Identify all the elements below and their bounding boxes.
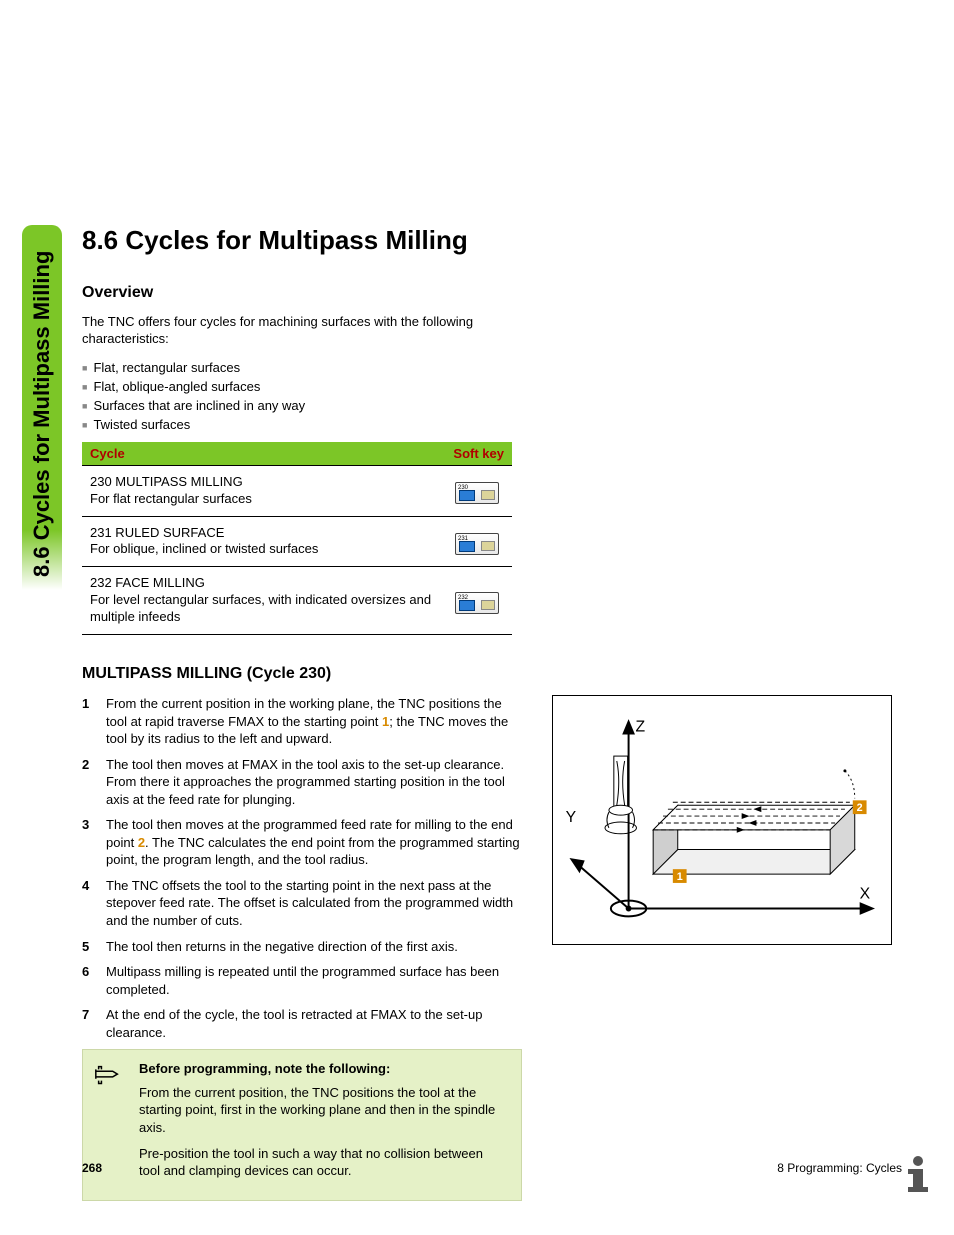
bullet: Flat, rectangular surfaces	[82, 358, 902, 377]
step-text: The TNC offsets the tool to the starting…	[106, 878, 513, 928]
table-row: 232 FACE MILLING For level rectangular s…	[82, 567, 512, 635]
chapter-label: 8 Programming: Cycles	[777, 1161, 902, 1175]
note-title: Before programming, note the following:	[139, 1060, 507, 1078]
content: 8.6 Cycles for Multipass Milling Overvie…	[82, 225, 902, 1201]
axis-y-label: Y	[566, 809, 577, 826]
point-2-marker: 2	[853, 800, 867, 814]
table-row: 231 RULED SURFACE For oblique, inclined …	[82, 516, 512, 567]
cycle-title: 231 RULED SURFACE	[90, 525, 224, 540]
bullet: Twisted surfaces	[82, 415, 902, 434]
cycle230-title: MULTIPASS MILLING (Cycle 230)	[82, 665, 902, 683]
cell-cycle: 232 FACE MILLING For level rectangular s…	[82, 567, 442, 635]
cycle-title: 232 FACE MILLING	[90, 575, 205, 590]
step-text: The tool then moves at FMAX in the tool …	[106, 757, 505, 807]
step-text: The tool then returns in the negative di…	[106, 939, 458, 954]
bullet: Surfaces that are inclined in any way	[82, 396, 902, 415]
page-number: 268	[82, 1161, 102, 1175]
pt1-label: 1	[677, 871, 683, 883]
pt2-label: 2	[857, 802, 863, 814]
note-hand-icon	[93, 1060, 123, 1094]
page: 8.6 Cycles for Multipass Milling 8.6 Cyc…	[0, 0, 954, 1235]
cycle-desc: For oblique, inclined or twisted surface…	[90, 541, 318, 556]
bullet: Flat, oblique-angled surfaces	[82, 377, 902, 396]
softkey-num: 232	[458, 595, 468, 601]
axis-z-label: Z	[635, 719, 645, 736]
left-column: From the current position in the working…	[82, 695, 522, 1201]
overview-bullets: Flat, rectangular surfaces Flat, oblique…	[82, 358, 902, 434]
softkey-icon: 230	[455, 482, 499, 504]
th-cycle: Cycle	[82, 442, 442, 466]
step-text: . The TNC calculates the end point from …	[106, 835, 520, 868]
table-row: 230 MULTIPASS MILLING For flat rectangul…	[82, 465, 512, 516]
approach-arc	[845, 771, 855, 799]
page-title: 8.6 Cycles for Multipass Milling	[82, 225, 902, 256]
cycle-desc: For level rectangular surfaces, with ind…	[90, 592, 431, 624]
step: The TNC offsets the tool to the starting…	[82, 877, 522, 930]
step: The tool then moves at FMAX in the tool …	[82, 756, 522, 809]
diagram: Z Y X	[552, 695, 892, 945]
step-text: Multipass milling is repeated until the …	[106, 964, 499, 997]
softkey-num: 231	[458, 536, 468, 542]
th-softkey: Soft key	[442, 442, 512, 466]
step: From the current position in the working…	[82, 695, 522, 748]
overview-title: Overview	[82, 284, 902, 302]
footer: 268 8 Programming: Cycles	[82, 1161, 902, 1175]
step: Multipass milling is repeated until the …	[82, 963, 522, 998]
steps-list: From the current position in the working…	[82, 695, 522, 1041]
note-p1: From the current position, the TNC posit…	[139, 1084, 507, 1137]
cell-softkey: 231	[442, 516, 512, 567]
right-column: Z Y X	[552, 695, 892, 1201]
note-box: Before programming, note the following: …	[82, 1049, 522, 1200]
cell-softkey: 230	[442, 465, 512, 516]
step: The tool then moves at the programmed fe…	[82, 816, 522, 869]
point-ref: 2	[138, 835, 145, 850]
point-1-marker: 1	[673, 869, 687, 883]
softkey-icon: 232	[455, 592, 499, 614]
tool	[605, 756, 636, 834]
cell-cycle: 231 RULED SURFACE For oblique, inclined …	[82, 516, 442, 567]
two-column: From the current position in the working…	[82, 695, 902, 1201]
info-icon	[896, 1151, 940, 1195]
cell-softkey: 232	[442, 567, 512, 635]
axis-x-label: X	[860, 886, 871, 903]
cycle-desc: For flat rectangular surfaces	[90, 491, 252, 506]
cell-cycle: 230 MULTIPASS MILLING For flat rectangul…	[82, 465, 442, 516]
step-text: At the end of the cycle, the tool is ret…	[106, 1007, 482, 1040]
step: The tool then returns in the negative di…	[82, 938, 522, 956]
side-tab-label: 8.6 Cycles for Multipass Milling	[22, 225, 62, 585]
overview-intro: The TNC offers four cycles for machining…	[82, 314, 512, 348]
cycle-title: 230 MULTIPASS MILLING	[90, 474, 243, 489]
cycle-table: Cycle Soft key 230 MULTIPASS MILLING For…	[82, 442, 512, 635]
softkey-num: 230	[458, 485, 468, 491]
step: At the end of the cycle, the tool is ret…	[82, 1006, 522, 1041]
hand-point-icon	[93, 1060, 123, 1090]
softkey-icon: 231	[455, 533, 499, 555]
milling-diagram: Z Y X	[559, 702, 885, 938]
